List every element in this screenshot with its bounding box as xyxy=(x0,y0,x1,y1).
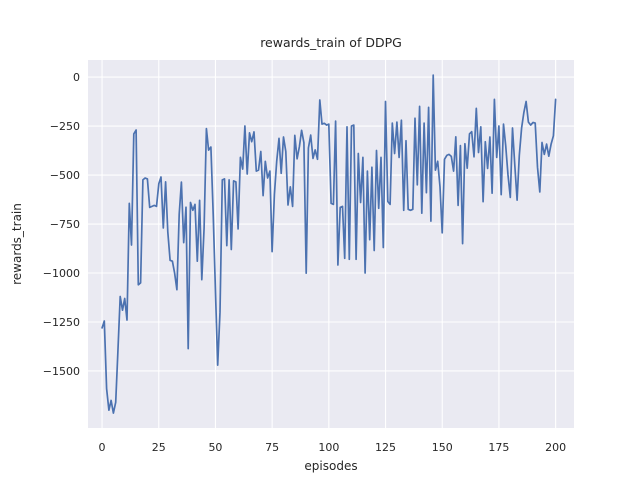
x-tick-label: 50 xyxy=(208,441,222,454)
x-tick-label: 0 xyxy=(99,441,106,454)
y-tick-label: −1500 xyxy=(43,365,80,378)
x-axis-label: episodes xyxy=(304,459,357,473)
chart-title: rewards_train of DDPG xyxy=(260,35,402,50)
y-tick-label: −250 xyxy=(50,120,80,133)
reward-line xyxy=(101,74,557,414)
y-tick-label: −500 xyxy=(50,169,80,182)
x-tick-label: 150 xyxy=(432,441,453,454)
axes-background xyxy=(88,60,574,428)
y-tick-label: −1000 xyxy=(43,267,80,280)
x-tick-label: 100 xyxy=(318,441,339,454)
x-tick-label: 25 xyxy=(152,441,166,454)
y-axis-label: rewards_train xyxy=(10,203,24,285)
y-tick-label: −1250 xyxy=(43,316,80,329)
x-tick-label: 200 xyxy=(545,441,566,454)
y-tick-label: −750 xyxy=(50,218,80,231)
y-tick-label: 0 xyxy=(73,71,80,84)
x-tick-label: 125 xyxy=(375,441,396,454)
x-tick-label: 75 xyxy=(265,441,279,454)
x-tick-label: 175 xyxy=(488,441,509,454)
